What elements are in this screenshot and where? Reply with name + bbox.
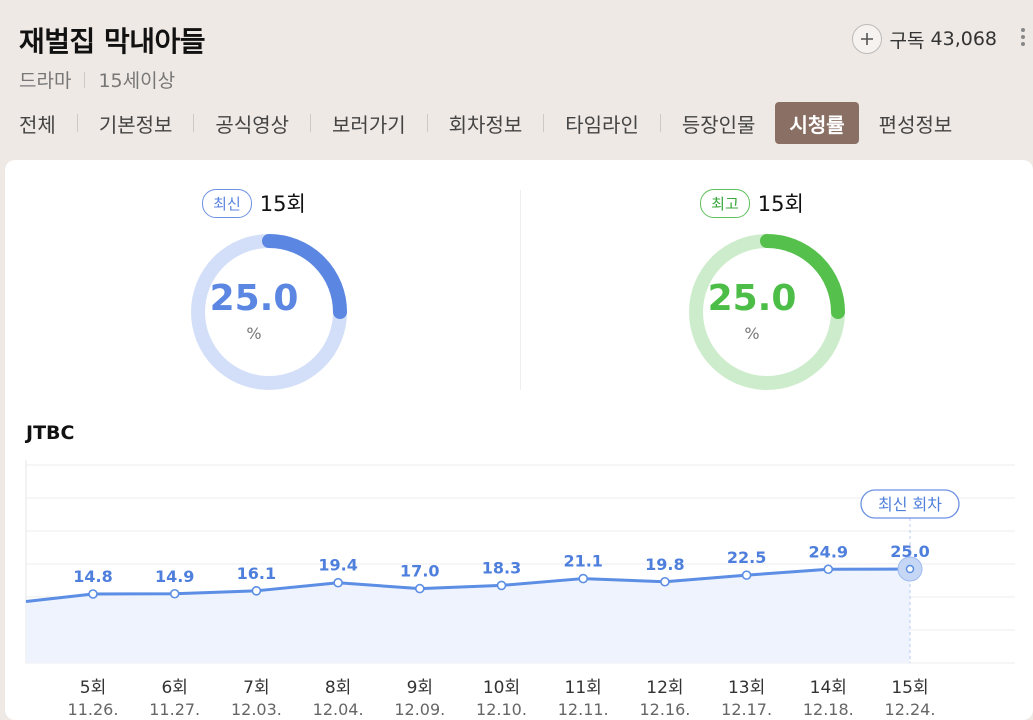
x-tick-episode: 11회 bbox=[565, 678, 602, 698]
data-point bbox=[333, 577, 343, 588]
tab-5[interactable]: 회차정보 bbox=[448, 112, 523, 137]
ratings-line-chart: 14.8 5회 11.26. 14.9 6회 11.27. 16.1 7회 12.03. 19.4… bbox=[25, 460, 1015, 719]
latest-tooltip-text: 최신 회차 bbox=[878, 495, 942, 514]
highest-rating-unit: % bbox=[744, 324, 760, 343]
tab-divider bbox=[76, 114, 78, 132]
data-label: 25.0 bbox=[890, 542, 929, 561]
subscribe-count: 43,068 bbox=[930, 28, 997, 50]
x-tick-date: 12.03. bbox=[231, 700, 282, 719]
data-point bbox=[660, 576, 670, 587]
data-label: 17.0 bbox=[400, 562, 439, 581]
data-point bbox=[823, 564, 834, 575]
tab-3[interactable]: 공식영상 bbox=[215, 112, 290, 137]
chart-line bbox=[25, 567, 911, 603]
x-tick-date: 12.09. bbox=[394, 700, 445, 719]
subscribe-label: 구독 bbox=[889, 29, 925, 52]
latest-rating-gauge: 최신 15회 25.0 % bbox=[5, 160, 503, 390]
highest-gauge-ring bbox=[689, 234, 845, 390]
tab-divider bbox=[659, 114, 661, 132]
tab-9[interactable]: 편성정보 bbox=[878, 112, 953, 137]
tab-8[interactable]: 시청률 bbox=[775, 102, 859, 144]
data-label: 24.9 bbox=[809, 542, 848, 561]
x-tick-date: 11.27. bbox=[149, 700, 200, 719]
tab-divider bbox=[310, 114, 312, 132]
x-tick-date: 11.26. bbox=[68, 700, 119, 719]
subscribe-button[interactable]: 구독 43,068 bbox=[851, 24, 997, 54]
data-label: 22.5 bbox=[727, 548, 766, 567]
latest-badge: 최신 bbox=[202, 188, 252, 218]
data-label: 16.1 bbox=[237, 564, 276, 583]
more-options-icon[interactable] bbox=[1019, 28, 1027, 50]
gauge-divider bbox=[520, 190, 521, 390]
x-tick-date: 12.18. bbox=[803, 700, 854, 719]
latest-episode: 15회 bbox=[259, 192, 306, 216]
ratings-card: 최신 15회 25.0 % 최고 15회 25.0 % JTBC 14.8 5회 1… bbox=[5, 160, 1033, 720]
x-tick-episode: 5회 bbox=[80, 678, 106, 698]
highest-rating-gauge: 최고 15회 25.0 % bbox=[503, 160, 1001, 390]
plus-icon[interactable] bbox=[851, 24, 882, 54]
data-point bbox=[905, 564, 915, 574]
tab-2[interactable]: 기본정보 bbox=[98, 112, 173, 137]
x-tick-episode: 6회 bbox=[161, 678, 187, 698]
highest-episode: 15회 bbox=[757, 192, 804, 216]
x-tick-episode: 14회 bbox=[810, 678, 847, 698]
x-tick-episode: 13회 bbox=[728, 678, 765, 698]
genre-label: 드라마 bbox=[19, 70, 72, 92]
tab-4[interactable]: 보러가기 bbox=[332, 112, 406, 137]
data-label: 14.9 bbox=[155, 567, 194, 586]
data-label: 21.1 bbox=[563, 552, 602, 571]
latest-gauge-ring bbox=[191, 234, 347, 390]
meta-divider bbox=[84, 71, 86, 88]
x-tick-episode: 15회 bbox=[891, 678, 928, 698]
highest-rating-value: 25.0 bbox=[707, 278, 797, 319]
latest-rating-value: 25.0 bbox=[209, 278, 299, 319]
x-tick-date: 12.24. bbox=[885, 700, 936, 719]
channel-name: JTBC bbox=[26, 422, 75, 444]
data-point bbox=[496, 580, 507, 591]
x-tick-date: 12.10. bbox=[476, 700, 527, 719]
latest-rating-unit: % bbox=[246, 324, 262, 343]
data-point bbox=[741, 570, 752, 580]
data-label: 19.4 bbox=[318, 556, 357, 575]
latest-tooltip-box bbox=[860, 489, 960, 519]
x-tick-date: 12.17. bbox=[721, 700, 772, 719]
program-meta: 드라마 15세이상 bbox=[19, 66, 175, 93]
tab-7[interactable]: 등장인물 bbox=[681, 112, 756, 137]
x-tick-date: 12.04. bbox=[313, 700, 364, 719]
data-point bbox=[169, 588, 180, 599]
tab-divider bbox=[543, 114, 545, 132]
x-tick-episode: 7회 bbox=[243, 678, 269, 698]
data-point bbox=[251, 586, 262, 596]
tab-bar: 전체 기본정보 공식영상 보러가기 회차정보 타임라인 등장인물 시청률 편성정보 bbox=[0, 100, 952, 146]
x-tick-date: 12.11. bbox=[558, 700, 609, 719]
age-rating-label: 15세이상 bbox=[98, 70, 176, 92]
x-tick-episode: 12회 bbox=[646, 678, 683, 698]
data-label: 19.8 bbox=[645, 555, 684, 574]
program-title: 재벌집 막내아들 bbox=[19, 25, 206, 58]
data-point bbox=[578, 573, 589, 584]
x-tick-episode: 10회 bbox=[483, 678, 520, 698]
data-label: 18.3 bbox=[482, 558, 521, 577]
tab-divider bbox=[426, 114, 428, 132]
x-tick-episode: 8회 bbox=[325, 678, 351, 698]
tab-1[interactable]: 전체 bbox=[19, 112, 56, 137]
data-point bbox=[88, 589, 98, 599]
data-label: 14.8 bbox=[73, 567, 112, 586]
highest-badge: 최고 bbox=[700, 188, 750, 218]
tab-6[interactable]: 타임라인 bbox=[565, 112, 639, 137]
data-point bbox=[414, 583, 425, 594]
x-tick-episode: 9회 bbox=[407, 678, 433, 698]
tab-divider bbox=[193, 114, 195, 132]
x-tick-date: 12.16. bbox=[639, 700, 690, 719]
